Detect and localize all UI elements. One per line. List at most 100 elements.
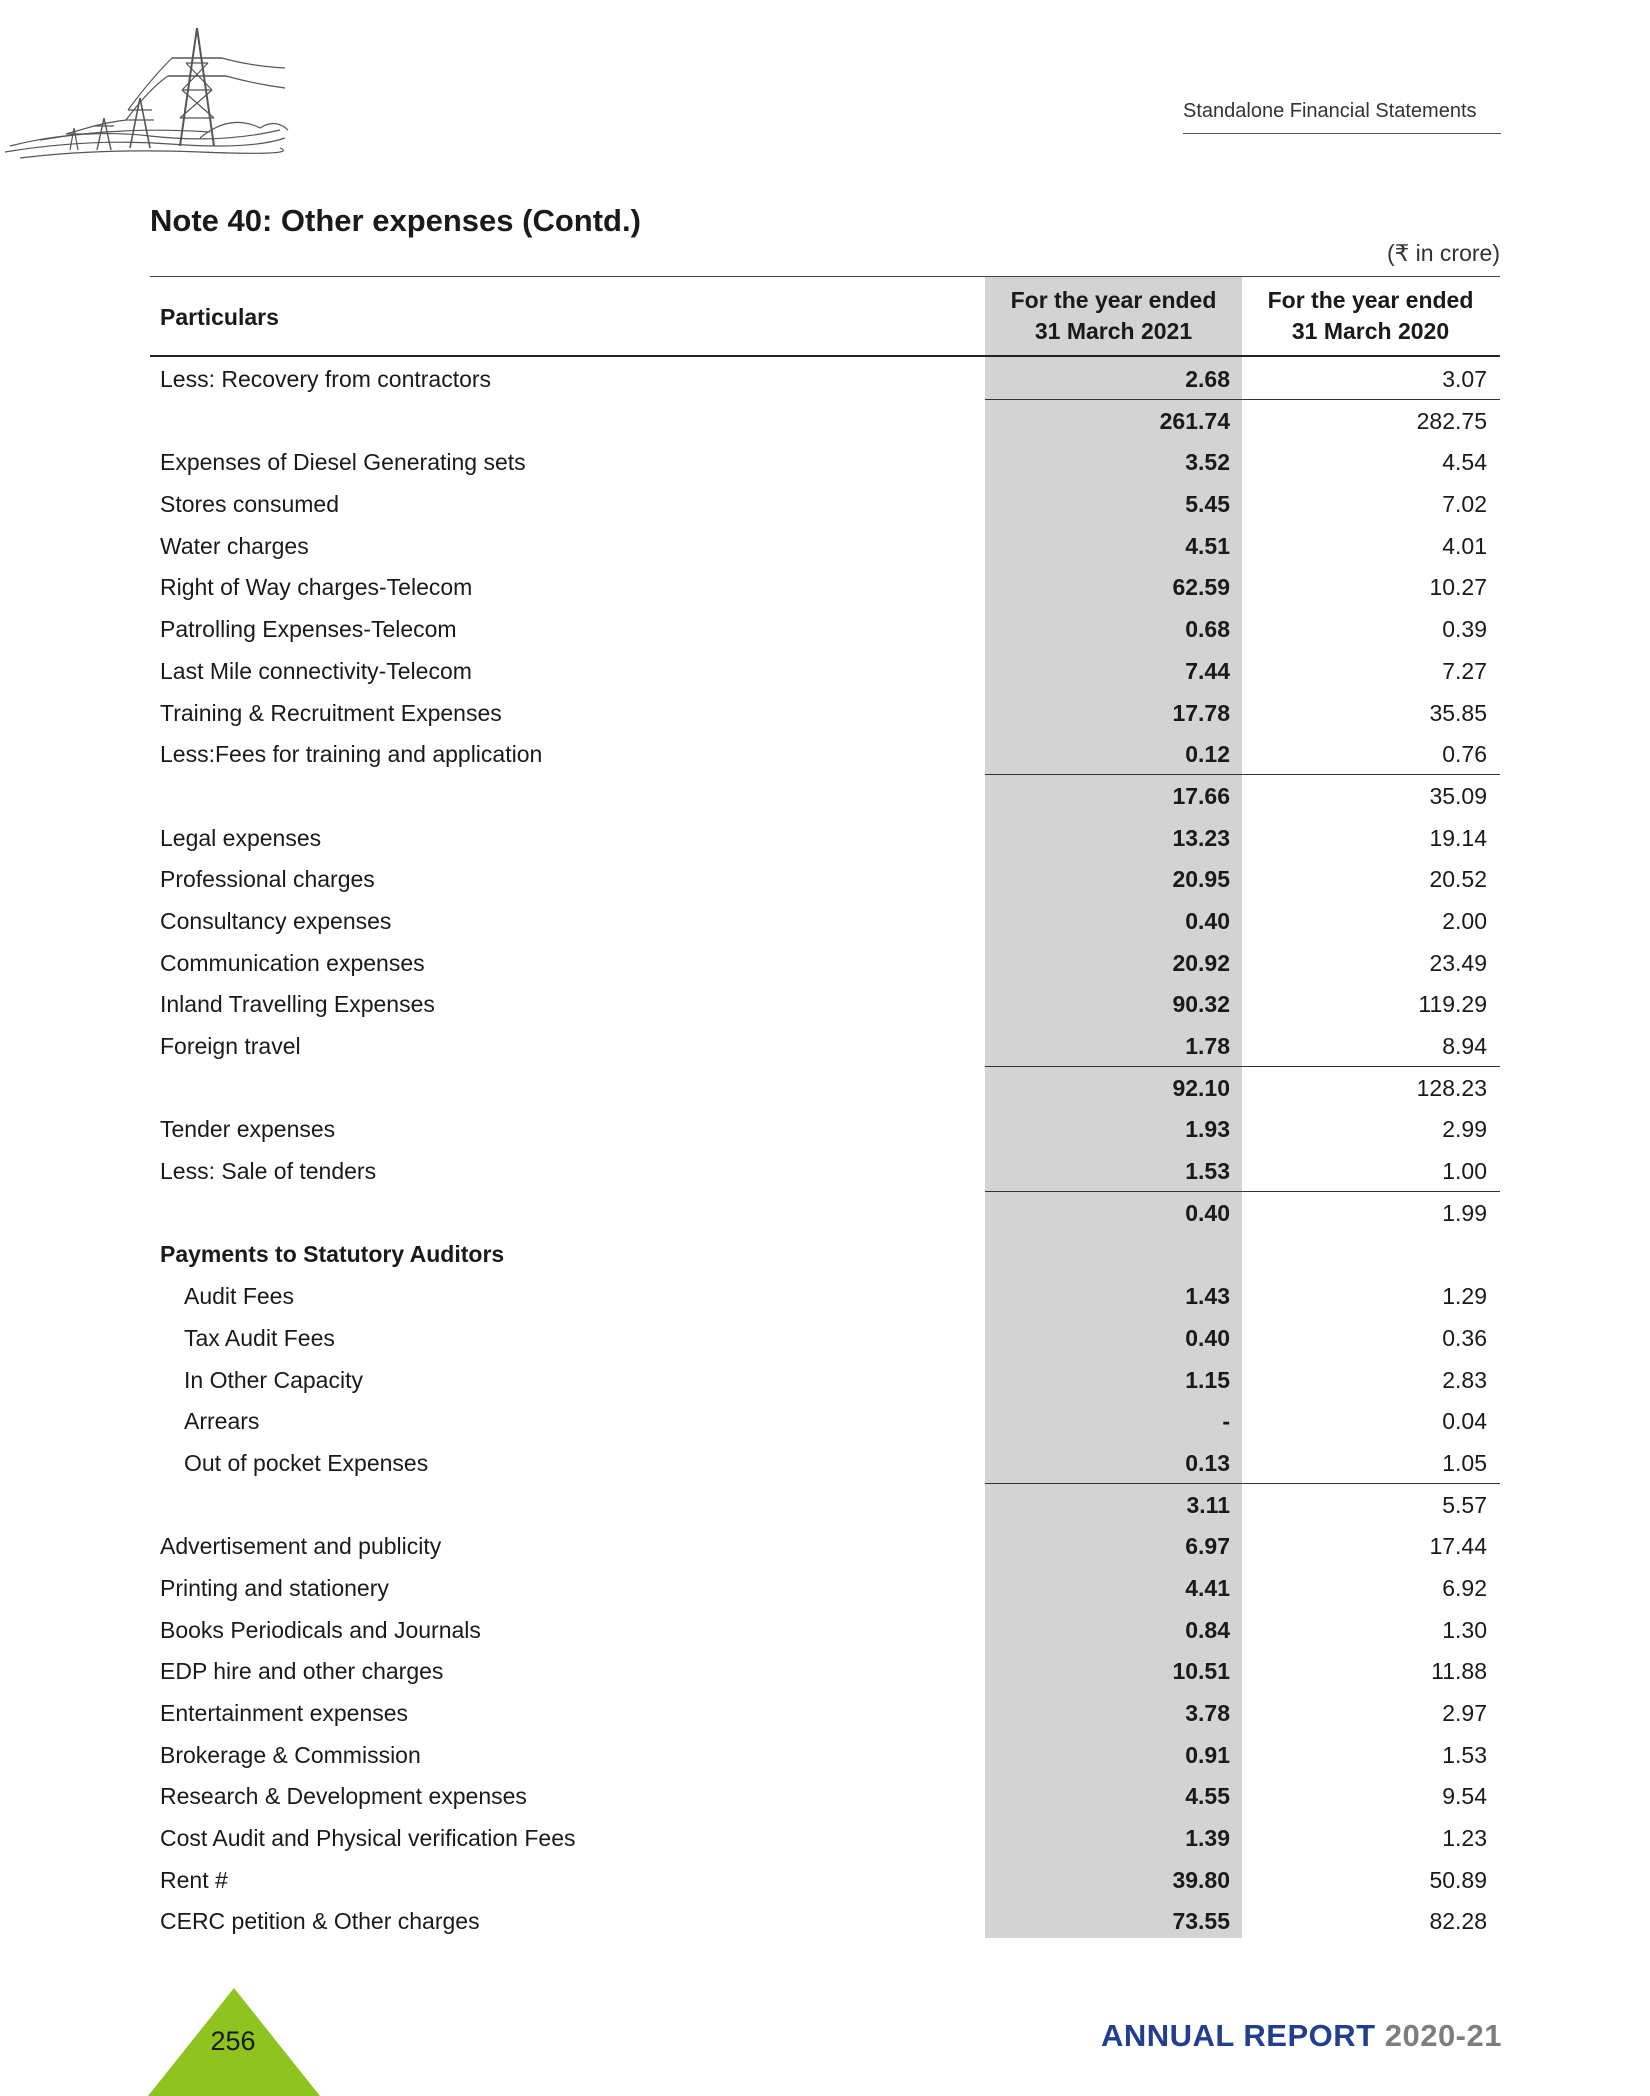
value-fy2021: 3.78 — [985, 1700, 1230, 1727]
unit-label: (₹ in crore) — [1387, 240, 1500, 267]
value-fy2021: 0.84 — [985, 1617, 1230, 1644]
value-fy2021: 5.45 — [985, 491, 1230, 518]
row-label: Payments to Statutory Auditors — [160, 1241, 504, 1268]
table-row: Cost Audit and Physical verification Fee… — [150, 1816, 1500, 1858]
table-row: Less: Recovery from contractors 2.68 3.07 — [150, 357, 1500, 399]
table-row: Entertainment expenses 3.78 2.97 — [150, 1691, 1500, 1733]
table-row: Advertisement and publicity 6.97 17.44 — [150, 1524, 1500, 1566]
table-body: Less: Recovery from contractors 2.68 3.07 2… — [150, 357, 1500, 1941]
table-row: Tax Audit Fees 0.40 0.36 — [150, 1316, 1500, 1358]
header-particulars: Particulars — [160, 302, 279, 333]
value-fy2020: 3.07 — [1242, 366, 1487, 393]
table-row: Arrears - 0.04 — [150, 1399, 1500, 1441]
value-fy2021: 1.93 — [985, 1116, 1230, 1143]
other-expenses-table: Particulars For the year ended 31 March … — [150, 276, 1500, 1941]
value-fy2021: 0.68 — [985, 616, 1230, 643]
value-fy2020: 7.02 — [1242, 491, 1487, 518]
row-label: Arrears — [184, 1408, 259, 1435]
table-row: Less:Fees for training and application 0.… — [150, 732, 1500, 774]
value-fy2021: 4.51 — [985, 533, 1230, 560]
row-label: Last Mile connectivity-Telecom — [160, 658, 472, 685]
value-fy2021: 3.52 — [985, 449, 1230, 476]
table-row: Legal expenses 13.23 19.14 — [150, 816, 1500, 858]
table-row: Last Mile connectivity-Telecom 7.44 7.27 — [150, 649, 1500, 691]
value-fy2021: 0.13 — [985, 1450, 1230, 1477]
table-row: Stores consumed 5.45 7.02 — [150, 482, 1500, 524]
section-title: Standalone Financial Statements — [1183, 100, 1501, 134]
value-fy2020: 7.27 — [1242, 658, 1487, 685]
value-fy2020: 35.09 — [1242, 783, 1487, 810]
table-row: Rent #39.80 50.89 — [150, 1858, 1500, 1900]
value-fy2021: 13.23 — [985, 825, 1230, 852]
table-row: 17.66 35.09 — [150, 774, 1500, 816]
table-row: Consultancy expenses 0.40 2.00 — [150, 899, 1500, 941]
table-row: Patrolling Expenses-Telecom 0.68 0.39 — [150, 607, 1500, 649]
table-row: 0.40 1.99 — [150, 1191, 1500, 1233]
header-fy2021: For the year ended 31 March 2021 — [985, 285, 1242, 347]
report-label: ANNUAL REPORT — [1101, 2018, 1376, 2053]
value-fy2020: 0.36 — [1242, 1325, 1487, 1352]
table-row: Right of Way charges-Telecom 62.59 10.27 — [150, 565, 1500, 607]
value-fy2020: 10.27 — [1242, 574, 1487, 601]
table-row: Inland Travelling Expenses 90.32 119.29 — [150, 982, 1500, 1024]
row-label: Less: Sale of tenders — [160, 1158, 376, 1185]
row-label: Expenses of Diesel Generating sets — [160, 449, 526, 476]
value-fy2021: 4.41 — [985, 1575, 1230, 1602]
value-fy2021: 2.68 — [985, 366, 1230, 393]
value-fy2020: 4.54 — [1242, 449, 1487, 476]
value-fy2020: 0.39 — [1242, 616, 1487, 643]
row-label: Research & Development expenses — [160, 1783, 527, 1810]
value-fy2020: 20.52 — [1242, 866, 1487, 893]
value-fy2020: 282.75 — [1242, 408, 1487, 435]
value-fy2021: 4.55 — [985, 1783, 1230, 1810]
value-fy2020: 1.53 — [1242, 1742, 1487, 1769]
header-fy2020-line1: For the year ended — [1242, 285, 1499, 316]
value-fy2021: 39.80 — [985, 1867, 1230, 1894]
row-label: Brokerage & Commission — [160, 1742, 421, 1769]
value-fy2020: 11.88 — [1242, 1658, 1487, 1685]
row-label: Tax Audit Fees — [184, 1325, 335, 1352]
row-label: Inland Travelling Expenses — [160, 991, 435, 1018]
value-fy2021: 10.51 — [985, 1658, 1230, 1685]
value-fy2020: 1.29 — [1242, 1283, 1487, 1310]
value-fy2020: 4.01 — [1242, 533, 1487, 560]
value-fy2021: 1.43 — [985, 1283, 1230, 1310]
value-fy2020: 6.92 — [1242, 1575, 1487, 1602]
value-fy2021: 17.66 — [985, 783, 1230, 810]
table-row: Books Periodicals and Journals 0.84 1.30 — [150, 1608, 1500, 1650]
row-label: EDP hire and other charges — [160, 1658, 443, 1685]
value-fy2021: 0.12 — [985, 741, 1230, 768]
header-fy2021-line1: For the year ended — [985, 285, 1242, 316]
value-fy2021: 20.92 — [985, 950, 1230, 977]
table-row: Out of pocket Expenses 0.13 1.05 — [150, 1441, 1500, 1483]
table-row: Training & Recruitment Expenses 17.78 35.8… — [150, 691, 1500, 733]
value-fy2021: 0.40 — [985, 1200, 1230, 1227]
value-fy2020: 50.89 — [1242, 1867, 1487, 1894]
value-fy2020: 119.29 — [1242, 991, 1487, 1018]
value-fy2021: 0.40 — [985, 908, 1230, 935]
row-label: Communication expenses — [160, 950, 425, 977]
table-row: 92.10 128.23 — [150, 1066, 1500, 1108]
table-row: EDP hire and other charges 10.51 11.88 — [150, 1649, 1500, 1691]
row-label: Less:Fees for training and application — [160, 741, 542, 768]
table-row: 261.74 282.75 — [150, 399, 1500, 441]
row-label: Training & Recruitment Expenses — [160, 700, 502, 727]
value-fy2021: 1.15 — [985, 1367, 1230, 1394]
value-fy2021: - — [985, 1408, 1230, 1435]
value-fy2021: 3.11 — [985, 1492, 1230, 1519]
value-fy2020: 1.99 — [1242, 1200, 1487, 1227]
header-fy2020-line2: 31 March 2020 — [1242, 316, 1499, 347]
table-row: 3.11 5.57 — [150, 1483, 1500, 1525]
table-row: Research & Development expenses 4.55 9.54 — [150, 1774, 1500, 1816]
header-fy2021-line2: 31 March 2021 — [985, 316, 1242, 347]
value-fy2021: 1.39 — [985, 1825, 1230, 1852]
row-label: CERC petition & Other charges — [160, 1908, 480, 1935]
report-year: 2020-21 — [1385, 2018, 1502, 2053]
table-row: CERC petition & Other charges 73.55 82.28 — [150, 1899, 1500, 1941]
table-header: Particulars For the year ended 31 March … — [150, 276, 1500, 357]
value-fy2020: 128.23 — [1242, 1075, 1487, 1102]
value-fy2020: 1.00 — [1242, 1158, 1487, 1185]
row-label: Cost Audit and Physical verification Fee… — [160, 1825, 575, 1852]
value-fy2020: 19.14 — [1242, 825, 1487, 852]
table-row: Less: Sale of tenders 1.53 1.00 — [150, 1149, 1500, 1191]
